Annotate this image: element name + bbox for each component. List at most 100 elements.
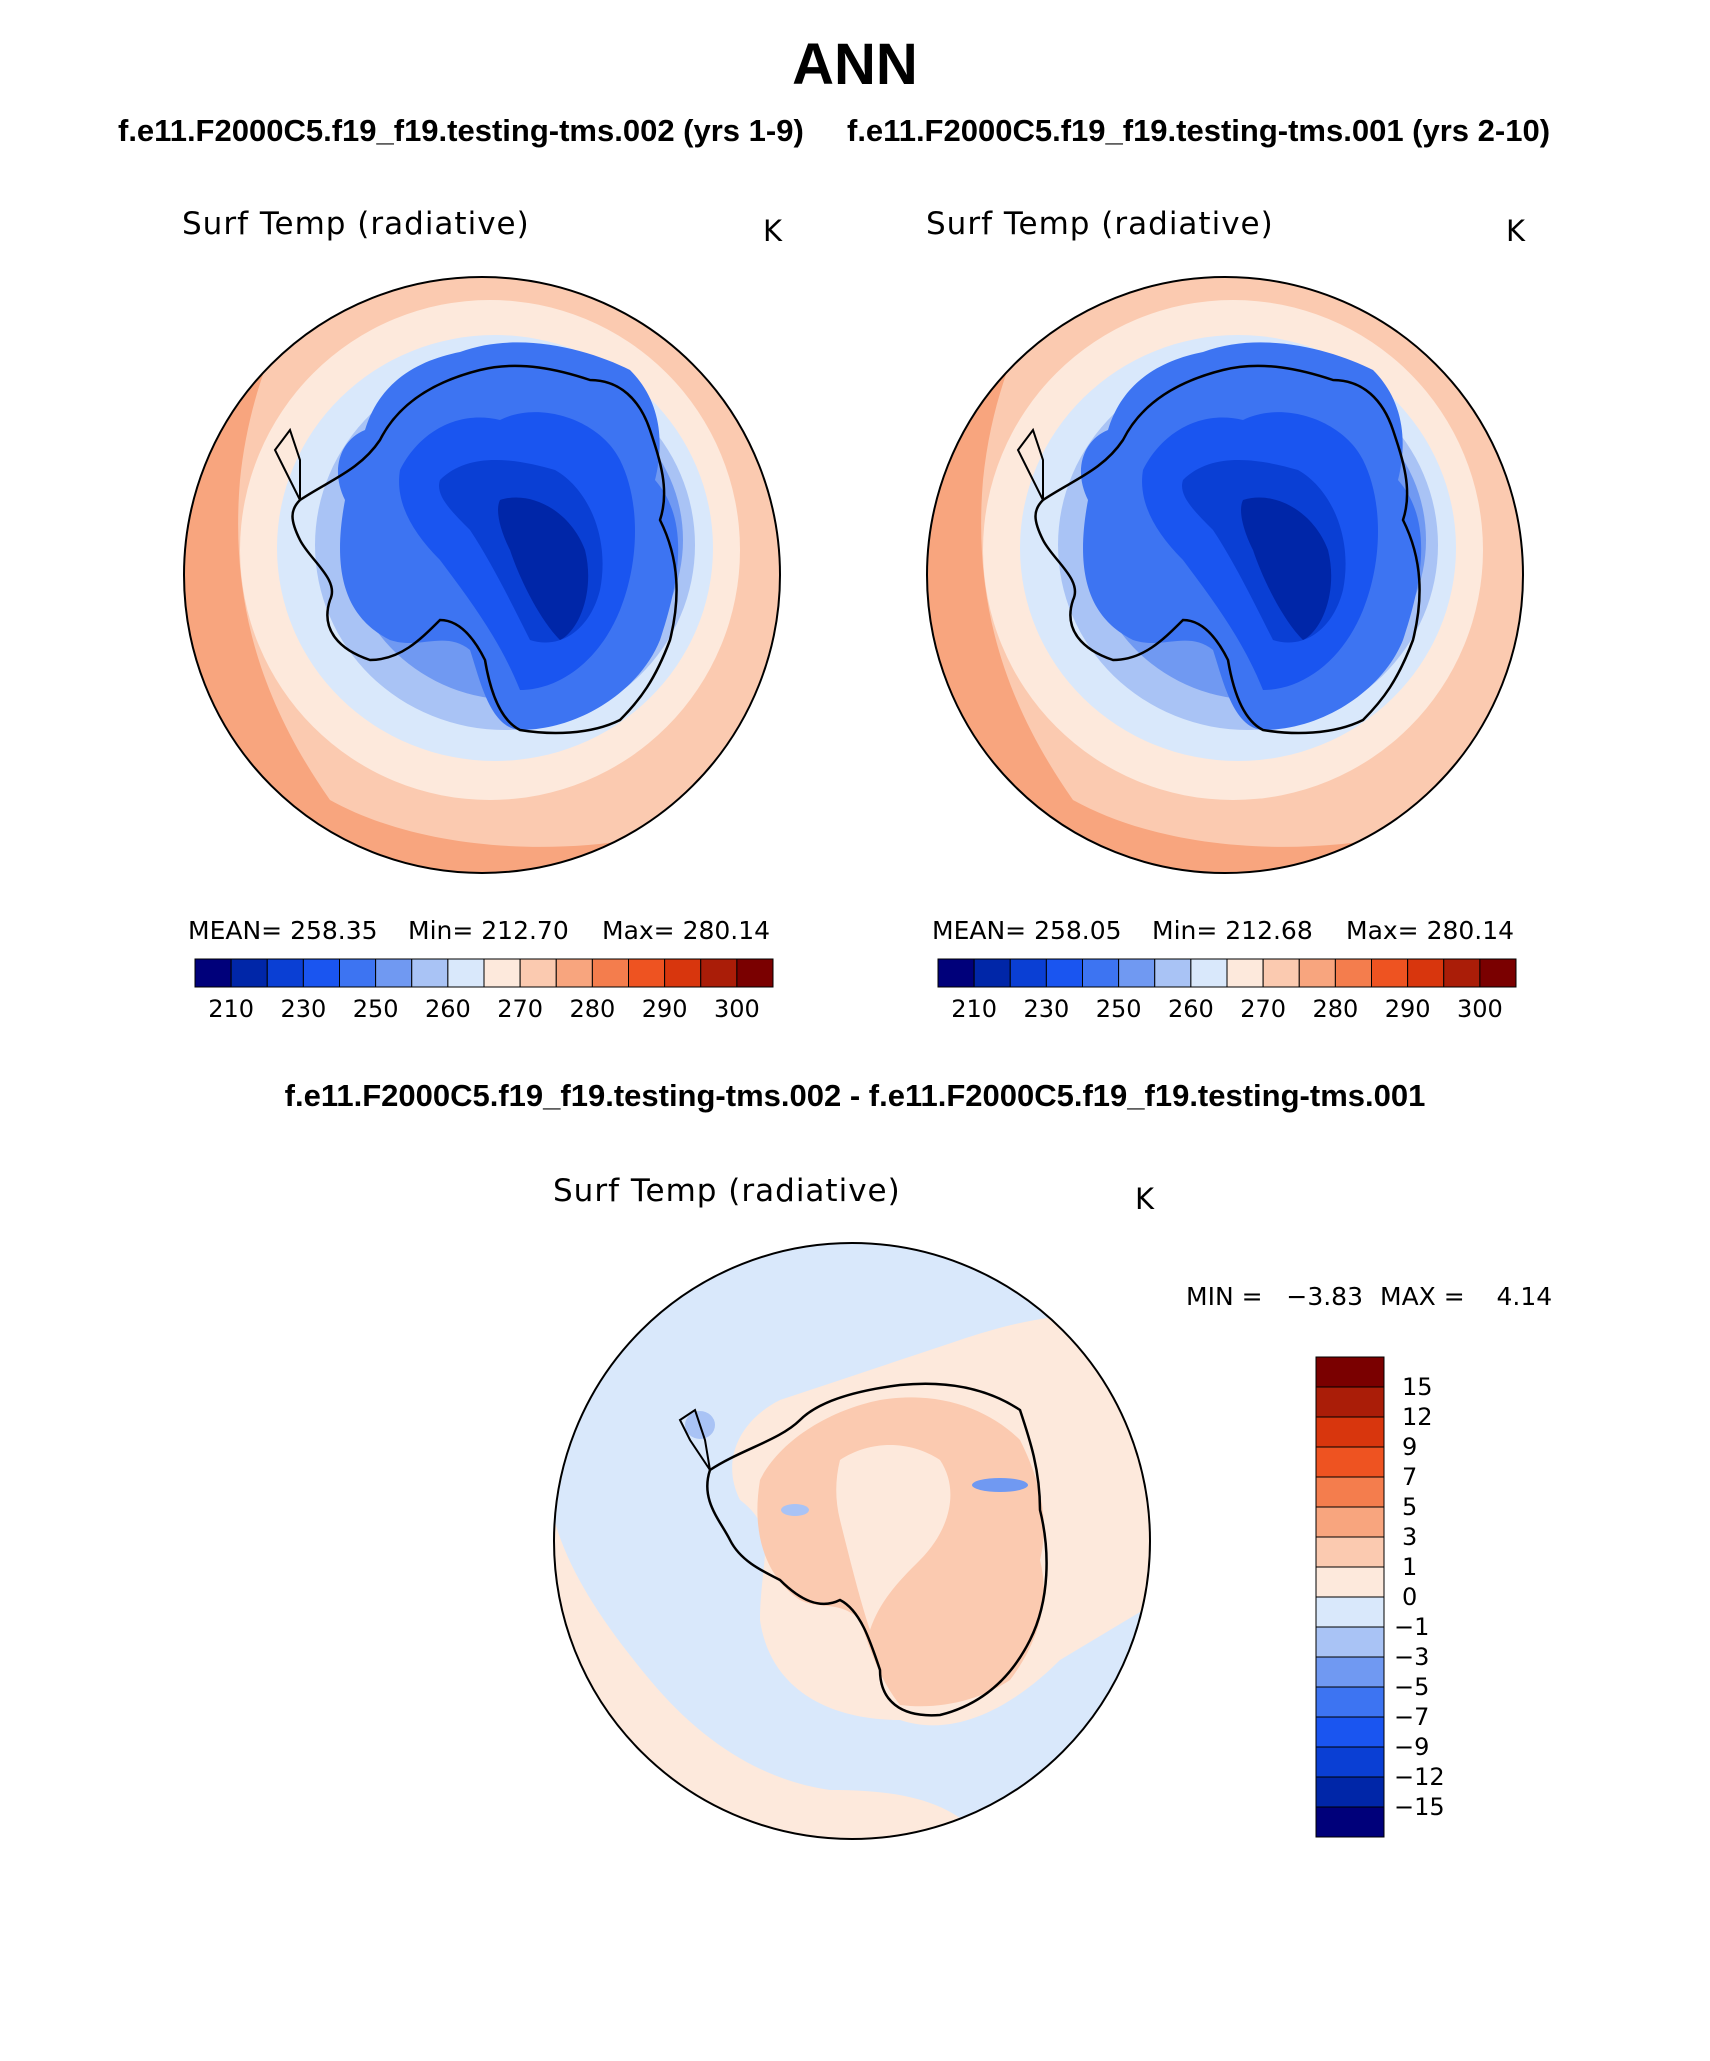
colorbar-swatch <box>1082 958 1120 988</box>
colorbar-swatch <box>339 958 377 988</box>
colorbar-tick-label: −1 <box>1394 1613 1430 1641</box>
colorbar-swatch <box>700 958 738 988</box>
colorbar-swatch <box>1315 1806 1385 1838</box>
colorbar-swatch <box>937 958 975 988</box>
colorbar-swatch <box>1315 1386 1385 1418</box>
colorbar-tick-label: −15 <box>1394 1793 1445 1821</box>
colorbar-tick-label: 15 <box>1402 1373 1433 1401</box>
colorbar-tick-label: 250 <box>352 995 399 1023</box>
colorbar-swatch <box>230 958 268 988</box>
colorbar-tick-label: 280 <box>569 995 616 1023</box>
colorbar-swatch <box>664 958 702 988</box>
panel3-coastline <box>706 1382 1048 1717</box>
colorbar-swatch <box>1443 958 1481 988</box>
colorbar-tick-label: 270 <box>1240 995 1287 1023</box>
panel3-min: MIN = −3.83 <box>1186 1282 1363 1311</box>
colorbar-swatch <box>1479 958 1517 988</box>
colorbar-tick-label: 270 <box>497 995 544 1023</box>
colorbar-tick-label: −5 <box>1394 1673 1430 1701</box>
panel1-min: Min= 212.70 <box>408 916 569 945</box>
colorbar-swatch <box>483 958 521 988</box>
colorbar-swatch <box>1315 1536 1385 1568</box>
panel1-mean: MEAN= 258.35 <box>188 916 378 945</box>
colorbar-swatch <box>591 958 629 988</box>
colorbar-swatch <box>1407 958 1445 988</box>
colorbar-tick-label: −12 <box>1394 1763 1445 1791</box>
colorbar-tick-label: −3 <box>1394 1643 1430 1671</box>
colorbar-swatch <box>1298 958 1336 988</box>
panel3-max: MAX = 4.14 <box>1380 1282 1553 1311</box>
panel3-variable-title: Surf Temp (radiative) <box>553 1173 901 1209</box>
panel1-units: K <box>763 214 783 248</box>
colorbar-swatch <box>1226 958 1264 988</box>
colorbar-swatch <box>1009 958 1047 988</box>
colorbar-swatch <box>1045 958 1083 988</box>
panel3-map <box>553 1242 1151 1840</box>
colorbar-tick-label: 210 <box>208 995 255 1023</box>
panel2-mean: MEAN= 258.05 <box>932 916 1122 945</box>
colorbar-tick-label: 260 <box>424 995 471 1023</box>
panel1-map <box>183 276 781 874</box>
figure-title: ANN <box>792 32 918 97</box>
colorbar-swatch <box>1315 1656 1385 1688</box>
panel3-peninsula <box>678 1408 711 1471</box>
colorbar-swatch <box>266 958 304 988</box>
colorbar-swatch <box>1315 1566 1385 1598</box>
panel2-units: K <box>1506 214 1526 248</box>
colorbar-swatch <box>447 958 485 988</box>
colorbar-swatch <box>1118 958 1156 988</box>
panel2-peninsula <box>1016 427 1044 501</box>
panel2-max: Max= 280.14 <box>1346 916 1515 945</box>
panel1-coastline <box>291 364 678 735</box>
colorbar-tick-label: 3 <box>1402 1523 1418 1551</box>
difference-title: f.e11.F2000C5.f19_f19.testing-tms.002 - … <box>284 1078 1426 1113</box>
panel1-antarctica-210 <box>498 497 589 640</box>
colorbar-swatch <box>1315 1746 1385 1778</box>
colorbar-tick-label: 7 <box>1402 1463 1418 1491</box>
panel3-antarctica-neutral <box>836 1445 951 1630</box>
colorbar-swatch <box>1315 1626 1385 1658</box>
colorbar-swatch <box>411 958 449 988</box>
colorbar-swatch <box>736 958 774 988</box>
panel2-map-border <box>926 276 1524 874</box>
colorbar-swatch <box>1190 958 1228 988</box>
panel1-max: Max= 280.14 <box>602 916 771 945</box>
panel2-map <box>926 276 1524 874</box>
colorbar-tick-label: 12 <box>1402 1403 1433 1431</box>
colorbar-swatch <box>519 958 557 988</box>
colorbar-tick-label: 230 <box>1023 995 1070 1023</box>
panel3-colorbar <box>1315 1356 1385 1838</box>
colorbar-swatch <box>1315 1776 1385 1808</box>
colorbar-tick-label: 300 <box>713 995 760 1023</box>
left-case-title: f.e11.F2000C5.f19_f19.testing-tms.002 (y… <box>118 113 804 148</box>
colorbar-tick-label: 260 <box>1167 995 1214 1023</box>
colorbar-tick-label: 280 <box>1312 995 1359 1023</box>
panel2-variable-title: Surf Temp (radiative) <box>926 206 1274 242</box>
panel1-peninsula <box>273 427 301 501</box>
colorbar-swatch <box>1154 958 1192 988</box>
colorbar-swatch <box>1371 958 1409 988</box>
colorbar-swatch <box>1315 1356 1385 1388</box>
colorbar-swatch <box>1315 1686 1385 1718</box>
colorbar-swatch <box>1315 1716 1385 1748</box>
colorbar-swatch <box>302 958 340 988</box>
colorbar-tick-label: 300 <box>1456 995 1503 1023</box>
colorbar-tick-label: 0 <box>1402 1583 1418 1611</box>
panel2-colorbar <box>937 958 1517 988</box>
colorbar-swatch <box>973 958 1011 988</box>
colorbar-tick-label: 290 <box>641 995 688 1023</box>
panel3-map-border <box>553 1242 1151 1840</box>
colorbar-tick-label: 290 <box>1384 995 1431 1023</box>
right-case-title: f.e11.F2000C5.f19_f19.testing-tms.001 (y… <box>847 113 1551 148</box>
colorbar-swatch <box>1315 1416 1385 1448</box>
colorbar-swatch <box>555 958 593 988</box>
colorbar-tick-label: 210 <box>951 995 998 1023</box>
panel3-cold-spot-2 <box>781 1504 809 1516</box>
colorbar-swatch <box>1315 1446 1385 1478</box>
colorbar-tick-label: 230 <box>280 995 327 1023</box>
panel1-variable-title: Surf Temp (radiative) <box>182 206 530 242</box>
panel3-units: K <box>1135 1182 1155 1216</box>
colorbar-swatch <box>1315 1596 1385 1628</box>
colorbar-swatch <box>1334 958 1372 988</box>
